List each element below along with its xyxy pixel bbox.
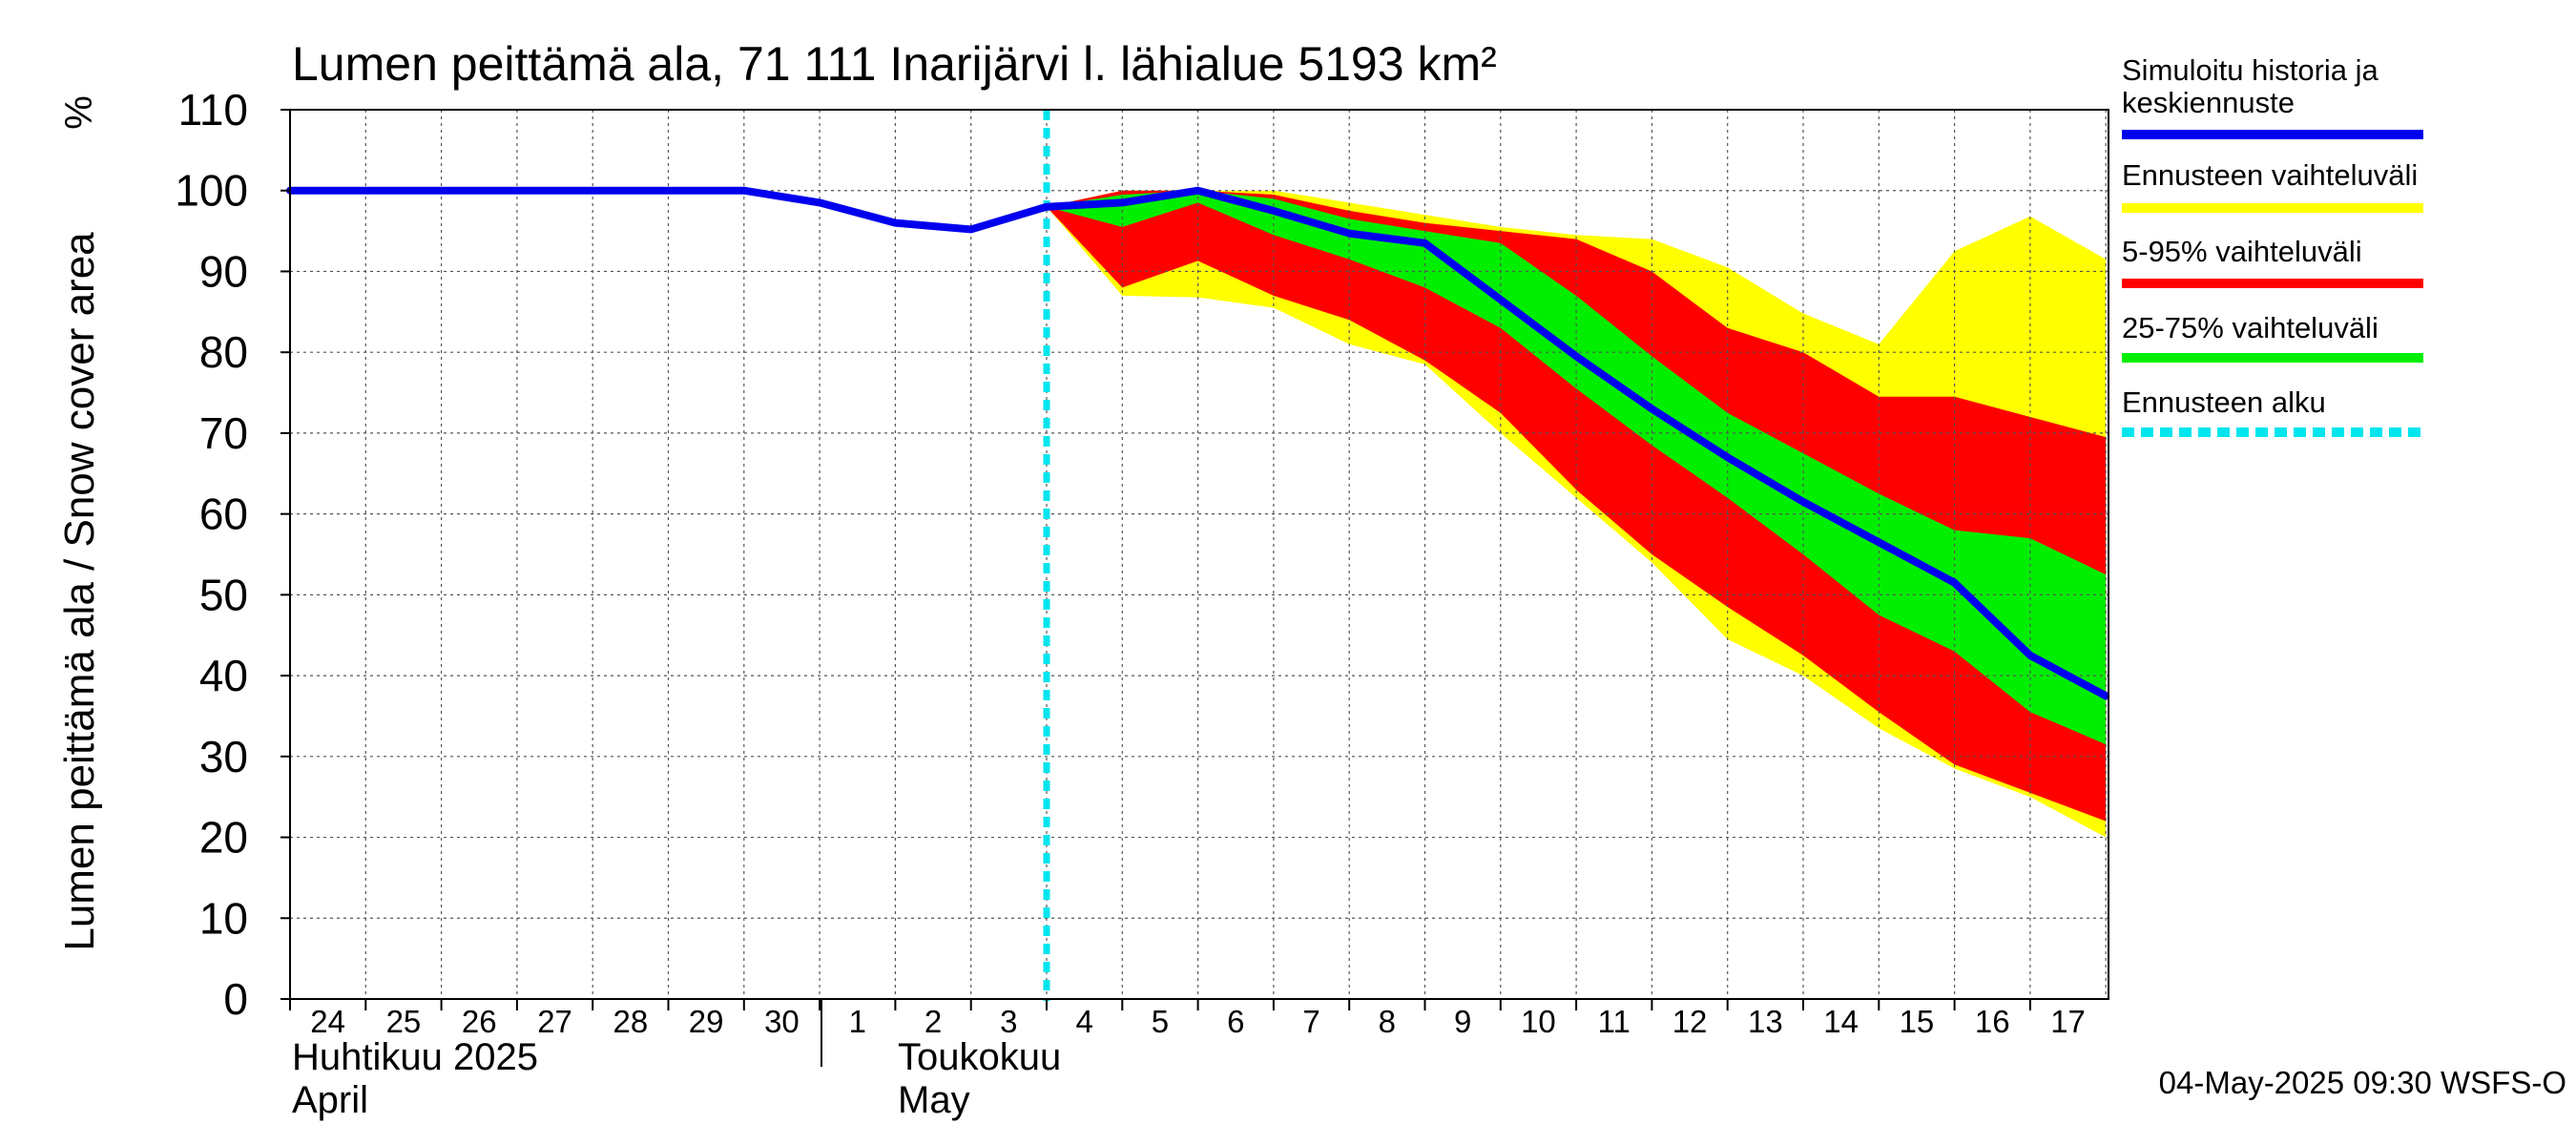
- x-tick-label: 7: [1302, 1004, 1319, 1039]
- legend: Simuloitu historia ja keskiennuste Ennuste…: [2122, 53, 2423, 437]
- x-tick-label: 6: [1227, 1004, 1244, 1039]
- legend-label: Ennusteen alku: [2122, 385, 2326, 419]
- y-tick-label: 100: [175, 166, 248, 216]
- month-label-april-en: April: [292, 1079, 368, 1121]
- y-tick-label: 70: [199, 408, 248, 458]
- legend-label: Ennusteen vaihteluväli: [2122, 158, 2418, 192]
- month-label-may-fi: Toukokuu: [898, 1036, 1061, 1078]
- month-label-april-fi: Huhtikuu 2025: [292, 1036, 538, 1078]
- y-tick-label: 20: [199, 813, 248, 863]
- x-tick-label: 14: [1823, 1004, 1859, 1039]
- x-tick-label: 13: [1748, 1004, 1783, 1039]
- y-tick-label: 60: [199, 489, 248, 539]
- x-tick-label: 4: [1075, 1004, 1092, 1039]
- y-tick-label: 30: [199, 732, 248, 781]
- y-axis-unit: %: [58, 95, 100, 130]
- x-tick-label: 24: [310, 1004, 345, 1039]
- y-tick-label: 80: [199, 327, 248, 377]
- x-tick-label: 1: [849, 1004, 866, 1039]
- legend-label: 25-75% vaihteluväli: [2122, 311, 2379, 344]
- y-tick-label: 50: [199, 570, 248, 619]
- month-label-may-en: May: [898, 1079, 970, 1121]
- legend-label: 5-95% vaihteluväli: [2122, 235, 2362, 268]
- legend-label: Simuloitu historia ja keskiennuste: [2122, 53, 2379, 119]
- y-axis-label: Lumen peittämä ala / Snow cover area: [56, 232, 103, 951]
- y-axis-ticks: 0 10 20 30 40 50 60 70 80 90 100 110: [175, 85, 290, 1024]
- y-tick-label: 90: [199, 246, 248, 296]
- x-tick-label: 2: [924, 1004, 942, 1039]
- x-tick-label: 26: [462, 1004, 497, 1039]
- plot-area-frame: [289, 109, 2109, 1000]
- band-25-75-vaihteluv-li: [1047, 190, 2107, 745]
- x-tick-label: 29: [689, 1004, 724, 1039]
- x-axis-ticks: 24 25 26 27 28 29 30 1 2 3 4 5 6 7 8 9 10 11 12 13 14 15 16 17: [289, 999, 2086, 1039]
- y-tick-label: 110: [178, 85, 248, 135]
- x-tick-label: 25: [386, 1004, 422, 1039]
- band-5-95-vaihteluv-li: [1047, 190, 2107, 822]
- x-tick-label: 3: [1000, 1004, 1017, 1039]
- footer-timestamp: 04-May-2025 09:30 WSFS-O: [2159, 1065, 2566, 1100]
- x-tick-label: 27: [537, 1004, 572, 1039]
- x-tick-label: 5: [1152, 1004, 1169, 1039]
- x-tick-label: 10: [1521, 1004, 1556, 1039]
- x-tick-label: 8: [1379, 1004, 1396, 1039]
- mean-series: [286, 186, 2110, 700]
- x-tick-label: 11: [1598, 1004, 1631, 1039]
- chart-title: Lumen peittämä ala, 71 111 Inarijärvi l.…: [292, 37, 1497, 91]
- y-tick-label: 0: [223, 974, 248, 1024]
- y-tick-label: 40: [199, 651, 248, 700]
- x-tick-label: 30: [764, 1004, 800, 1039]
- x-tick-label: 17: [2050, 1004, 2086, 1039]
- x-tick-label: 15: [1900, 1004, 1935, 1039]
- x-tick-label: 12: [1672, 1004, 1708, 1039]
- y-tick-label: 10: [199, 893, 248, 943]
- x-tick-label: 16: [1975, 1004, 2010, 1039]
- x-tick-label: 28: [613, 1004, 648, 1039]
- x-tick-label: 9: [1454, 1004, 1471, 1039]
